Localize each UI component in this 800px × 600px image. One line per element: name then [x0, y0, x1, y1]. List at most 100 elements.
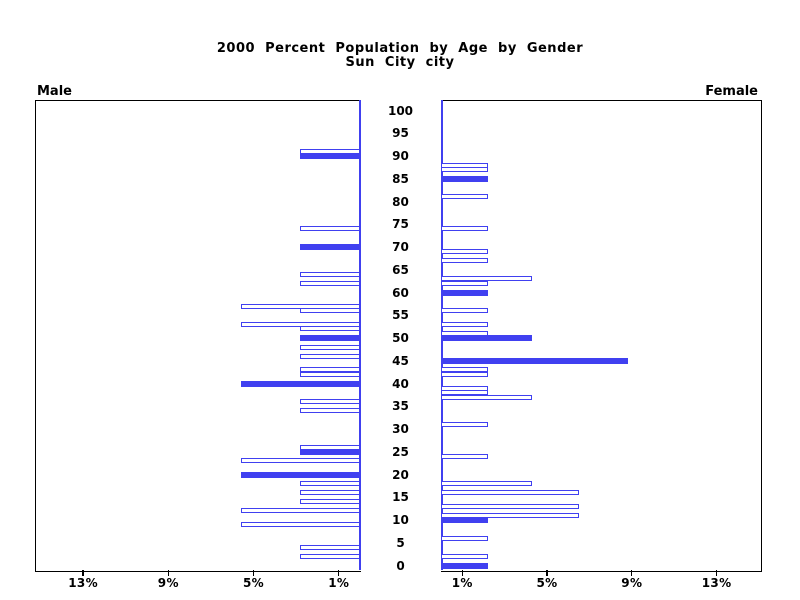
bar-male-age-16 — [300, 490, 360, 496]
age-tick-label-50: 50 — [392, 331, 409, 345]
bar-male-age-62 — [300, 280, 360, 286]
bar-female-age-24 — [441, 453, 488, 459]
age-tick-label-75: 75 — [392, 217, 409, 232]
female-pct-label-9: 9% — [621, 576, 643, 590]
bar-female-age-13 — [441, 503, 579, 509]
bar-female-age-81 — [441, 194, 488, 200]
age-tick-label-5: 5 — [396, 535, 405, 550]
bar-male-age-36 — [300, 399, 360, 405]
bar-female-age-38 — [441, 390, 488, 396]
male-tick-9 — [167, 570, 169, 576]
bar-female-age-31 — [441, 421, 488, 427]
bar-male-age-18 — [300, 481, 360, 487]
bar-male-age-23 — [240, 458, 360, 464]
bar-female-age-18 — [441, 481, 533, 487]
bar-male-age-48 — [300, 344, 360, 350]
female-panel — [441, 100, 762, 572]
female-tick-13 — [715, 570, 718, 576]
male-zero-axis — [359, 100, 361, 570]
bar-male-age-50 — [300, 335, 360, 341]
bar-female-age-16 — [441, 490, 579, 496]
age-tick-label-45: 45 — [392, 353, 409, 368]
bar-female-age-60 — [441, 289, 488, 296]
bar-male-age-2 — [300, 553, 360, 559]
bar-female-age-43 — [441, 367, 488, 373]
male-pct-label-13: 13% — [68, 576, 98, 590]
bar-female-age-39 — [441, 385, 488, 391]
female-pct-label-13: 13% — [701, 576, 732, 590]
age-tick-label-55: 55 — [392, 308, 409, 323]
bar-male-age-40 — [240, 380, 360, 387]
bar-male-age-90 — [300, 153, 360, 159]
page-title: 2000 Percent Population by Age by Gender — [216, 41, 584, 56]
bar-male-age-74 — [300, 226, 360, 232]
female-tick-1 — [461, 570, 463, 576]
bar-male-age-14 — [300, 499, 360, 505]
bar-male-age-70 — [300, 244, 360, 250]
age-tick-label-40: 40 — [392, 376, 409, 391]
male-tick-1 — [338, 570, 340, 576]
age-tick-label-35: 35 — [392, 399, 409, 414]
bar-male-age-46 — [300, 353, 360, 359]
bar-female-age-62 — [441, 280, 488, 286]
age-tick-label-60: 60 — [392, 285, 409, 300]
bar-female-age-56 — [441, 308, 488, 314]
bar-male-age-56 — [300, 308, 360, 314]
bar-male-age-34 — [300, 408, 360, 414]
age-tick-label-100: 100 — [387, 103, 414, 118]
male-pct-label-9: 9% — [157, 576, 179, 590]
female-pct-label-1: 1% — [451, 576, 473, 590]
bar-female-age-11 — [441, 512, 579, 518]
bar-female-age-63 — [441, 276, 533, 282]
female-pct-label-5: 5% — [536, 576, 558, 590]
bar-male-age-9 — [240, 522, 360, 528]
bar-female-age-87 — [441, 167, 488, 173]
bar-female-age-69 — [441, 249, 488, 255]
age-tick-label-0: 0 — [396, 558, 405, 573]
age-tick-label-30: 30 — [392, 422, 409, 436]
age-tick-label-25: 25 — [392, 444, 409, 459]
bar-male-age-64 — [300, 271, 360, 277]
bar-female-age-37 — [441, 394, 533, 400]
bar-female-age-2 — [441, 553, 488, 559]
female-tick-5 — [546, 570, 548, 576]
age-tick-label-65: 65 — [392, 262, 409, 277]
bar-male-age-57 — [240, 303, 360, 309]
bar-female-age-88 — [441, 162, 488, 168]
age-tick-label-85: 85 — [392, 171, 409, 186]
male-tick-13 — [82, 570, 84, 576]
bar-female-age-10 — [441, 517, 488, 523]
age-tick-label-20: 20 — [392, 467, 409, 482]
bar-male-age-52 — [300, 326, 360, 332]
page-subtitle: Sun City city — [345, 55, 455, 70]
female-axis-label: Female — [705, 84, 758, 99]
bar-male-age-4 — [300, 544, 360, 550]
age-tick-label-15: 15 — [392, 490, 409, 505]
bar-female-age-74 — [441, 226, 488, 232]
bar-male-age-25 — [300, 448, 360, 455]
bar-male-age-20 — [240, 471, 360, 478]
bar-female-age-6 — [441, 535, 488, 541]
male-tick-5 — [252, 570, 255, 576]
female-tick-9 — [631, 570, 633, 576]
bar-female-age-67 — [441, 258, 488, 264]
male-pct-label-5: 5% — [243, 576, 264, 590]
male-axis-label: Male — [37, 84, 72, 99]
bar-female-age-85 — [441, 175, 488, 182]
male-pct-label-1: 1% — [328, 576, 350, 590]
bar-female-age-50 — [441, 335, 533, 341]
bar-female-age-42 — [441, 371, 488, 377]
age-tick-label-80: 80 — [392, 194, 409, 209]
bar-male-age-42 — [300, 371, 360, 377]
age-tick-label-10: 10 — [392, 513, 409, 527]
age-tick-label-90: 90 — [392, 149, 409, 163]
bar-male-age-53 — [240, 321, 360, 327]
bar-male-age-12 — [240, 508, 360, 514]
age-tick-label-70: 70 — [392, 240, 409, 254]
bar-female-age-53 — [441, 321, 488, 327]
male-panel — [35, 100, 361, 572]
bar-female-age-45 — [441, 357, 628, 364]
bar-male-age-43 — [300, 367, 360, 373]
bar-female-age-0 — [441, 562, 488, 569]
